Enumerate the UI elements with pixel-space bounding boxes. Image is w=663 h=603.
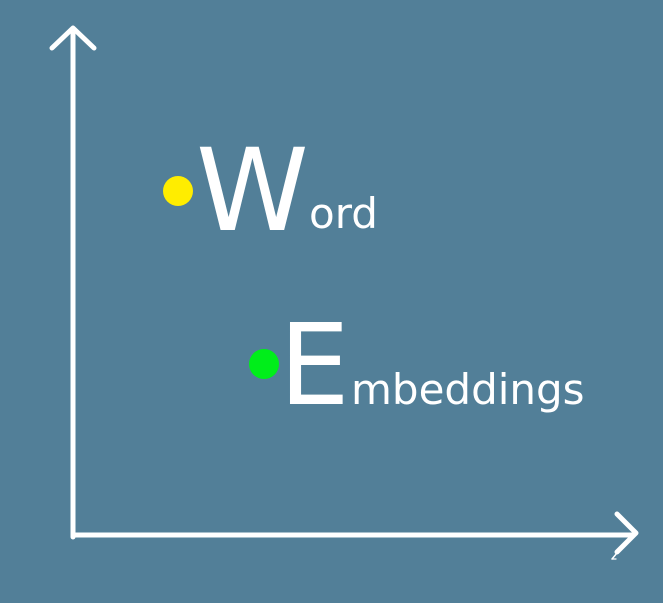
embeddings-point <box>249 349 279 379</box>
word-point <box>163 176 193 206</box>
x-axis-arrow-icon <box>614 511 639 555</box>
word-initial-letter: W <box>196 124 309 257</box>
word-suffix: ord <box>309 189 378 238</box>
pen-icon <box>611 546 623 560</box>
y-axis-arrow-icon <box>49 25 97 51</box>
embeddings-suffix: mbeddings <box>351 365 585 414</box>
embeddings-initial-letter: E <box>279 301 350 431</box>
